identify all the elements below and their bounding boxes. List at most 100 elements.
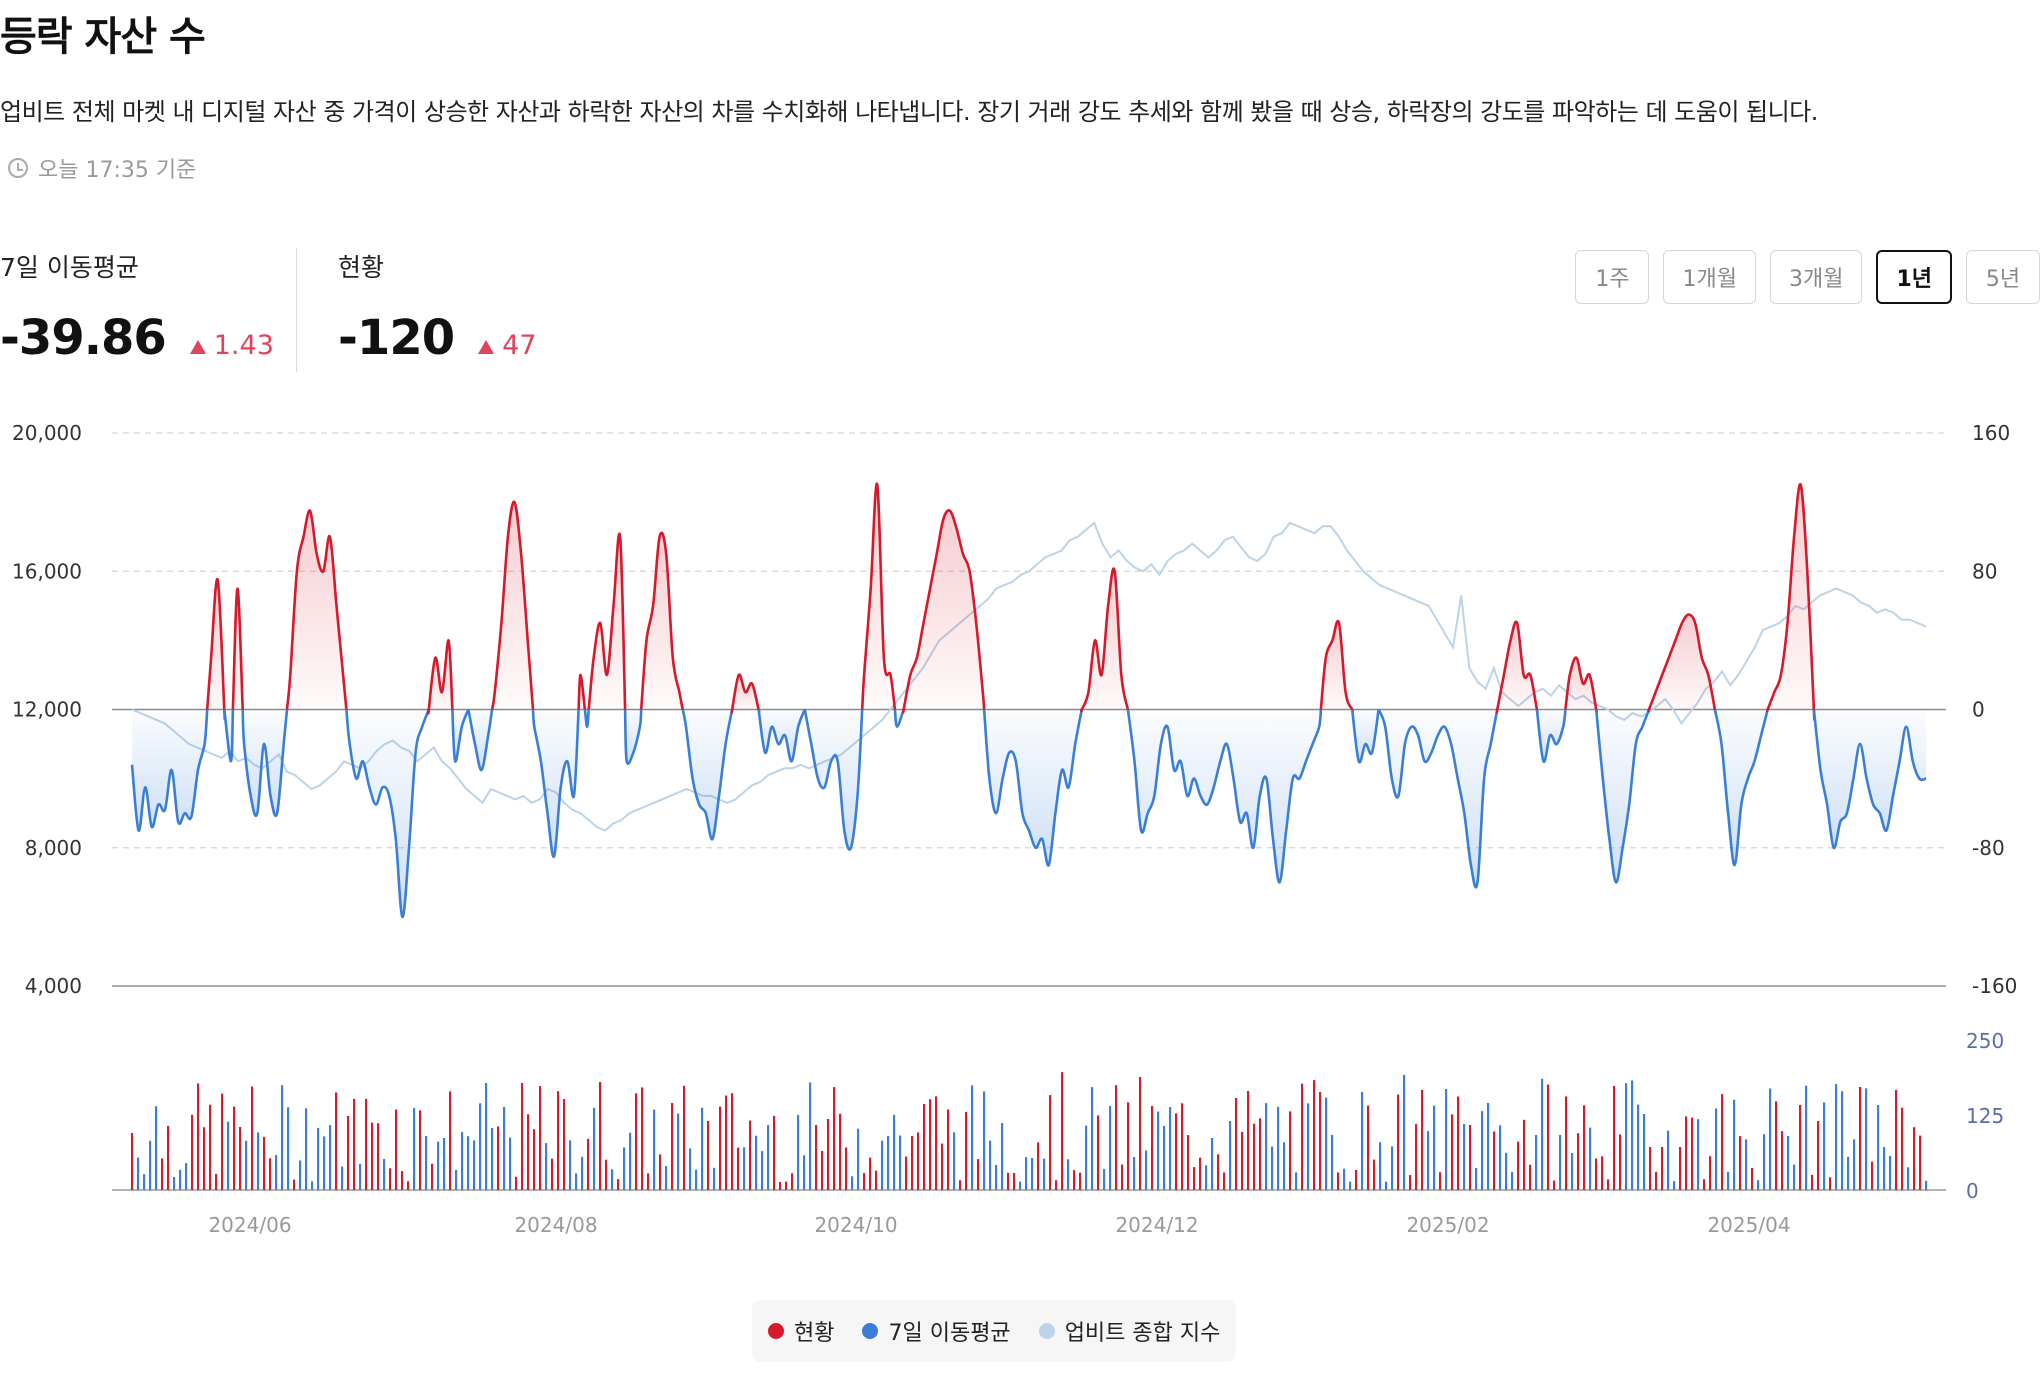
current-line-up — [1495, 620, 1539, 714]
volume-bar — [1181, 1103, 1184, 1190]
area-fills — [132, 483, 1926, 917]
bar-axis-ticks: 250 125 0 — [1966, 1029, 2004, 1203]
legend-dot-icon — [862, 1323, 879, 1339]
stat-current-label: 현황 — [338, 253, 385, 282]
volume-bar — [965, 1111, 968, 1190]
volume-bar — [1409, 1175, 1412, 1190]
volume-bar — [1673, 1181, 1676, 1190]
volume-bar — [839, 1113, 842, 1190]
volume-bar — [1403, 1074, 1406, 1190]
volume-bar — [1001, 1123, 1004, 1190]
volume-bar — [335, 1092, 338, 1190]
volume-bar — [827, 1119, 830, 1190]
volume-bar — [1805, 1085, 1808, 1190]
volume-bar — [155, 1106, 158, 1190]
volume-bar — [179, 1169, 182, 1190]
volume-bar — [689, 1148, 692, 1190]
volume-bar — [989, 1140, 992, 1190]
current-line-down — [1594, 709, 1651, 884]
volume-bar — [461, 1132, 464, 1190]
volume-bar — [1853, 1139, 1856, 1190]
volume-bar — [1889, 1155, 1892, 1190]
volume-bar — [323, 1136, 326, 1190]
volume-bar — [1199, 1157, 1202, 1190]
volume-bar — [1247, 1091, 1250, 1190]
legend-item-ma7[interactable]: 7일 이동평균 — [862, 1315, 1011, 1347]
volume-bar — [497, 1126, 500, 1190]
period-button-5y[interactable]: 5년 — [1966, 250, 2040, 304]
volume-bar — [557, 1091, 560, 1190]
chart-legend: 현황 7일 이동평균 업비트 종합 지수 — [752, 1300, 1237, 1362]
volume-bar — [233, 1106, 236, 1190]
volume-bar — [611, 1169, 614, 1190]
volume-bar — [995, 1165, 998, 1190]
volume-bar — [1301, 1083, 1304, 1190]
legend-item-index[interactable]: 업비트 종합 지수 — [1038, 1315, 1220, 1347]
legend-item-current[interactable]: 현황 — [768, 1315, 834, 1347]
current-line-down — [757, 709, 807, 763]
volume-bar — [1043, 1158, 1046, 1190]
volume-bar — [1421, 1089, 1424, 1190]
volume-bar — [1013, 1173, 1016, 1190]
down-area — [804, 709, 863, 850]
volume-bar — [413, 1108, 416, 1190]
as-of-text: 오늘 17:35 기준 — [38, 158, 197, 183]
volume-bar — [1073, 1170, 1076, 1190]
volume-bar — [1817, 1121, 1820, 1190]
x-tick-label: 2024/12 — [1115, 1213, 1198, 1237]
volume-bar — [1763, 1134, 1766, 1190]
volume-bar — [329, 1125, 332, 1190]
volume-bar — [1691, 1117, 1694, 1190]
period-button-1m[interactable]: 1개월 — [1663, 250, 1756, 304]
volume-bar — [887, 1136, 890, 1190]
down-area — [468, 709, 493, 771]
volume-bar — [1649, 1147, 1652, 1190]
volume-bar — [1661, 1147, 1664, 1190]
period-button-1w[interactable]: 1주 — [1575, 250, 1650, 304]
volume-bar — [1493, 1131, 1496, 1190]
volume-bar — [677, 1113, 680, 1190]
volume-bar — [725, 1095, 728, 1190]
current-line-down — [1377, 708, 1499, 889]
volume-bar — [1397, 1094, 1400, 1190]
volume-bar — [893, 1114, 896, 1190]
period-button-3m[interactable]: 3개월 — [1769, 250, 1863, 304]
right-tick-label: -80 — [1972, 836, 2005, 860]
left-tick-label: 20,000 — [12, 421, 82, 445]
volume-bar — [1769, 1088, 1772, 1190]
volume-bar — [1103, 1169, 1106, 1190]
volume-bar — [137, 1157, 140, 1190]
volume-bar — [281, 1085, 284, 1190]
volume-bar — [1835, 1084, 1838, 1190]
volume-bar — [485, 1083, 488, 1190]
volume-bar — [395, 1109, 398, 1190]
current-line-up — [587, 532, 627, 710]
volume-bar — [983, 1091, 986, 1190]
volume-bar — [803, 1155, 806, 1190]
volume-bar — [1745, 1139, 1748, 1190]
volume-bar — [1907, 1167, 1910, 1190]
down-area — [452, 709, 469, 762]
up-area — [492, 501, 533, 710]
volume-bar — [263, 1136, 266, 1190]
volume-bar — [545, 1143, 548, 1190]
volume-bar — [275, 1155, 278, 1190]
up-area — [207, 579, 225, 720]
x-axis-ticks: 2024/06 2024/08 2024/10 2024/12 2025/02 2025/… — [208, 1213, 1790, 1237]
volume-bar — [1037, 1142, 1040, 1190]
volume-bar — [1235, 1098, 1238, 1190]
volume-bar — [659, 1154, 662, 1190]
period-button-1y[interactable]: 1년 — [1876, 250, 1952, 304]
volume-bar — [191, 1114, 194, 1190]
volume-bar — [1625, 1083, 1628, 1190]
current-line-up — [639, 531, 684, 710]
current-line-up — [1080, 567, 1130, 714]
volume-bar — [917, 1132, 920, 1190]
volume-bar — [653, 1109, 656, 1190]
volume-bar — [947, 1109, 950, 1190]
volume-bar — [1241, 1131, 1244, 1190]
volume-bar — [401, 1171, 404, 1190]
volume-bar — [1277, 1106, 1280, 1190]
volume-bar — [1685, 1116, 1688, 1190]
current-line-up — [1765, 483, 1816, 721]
